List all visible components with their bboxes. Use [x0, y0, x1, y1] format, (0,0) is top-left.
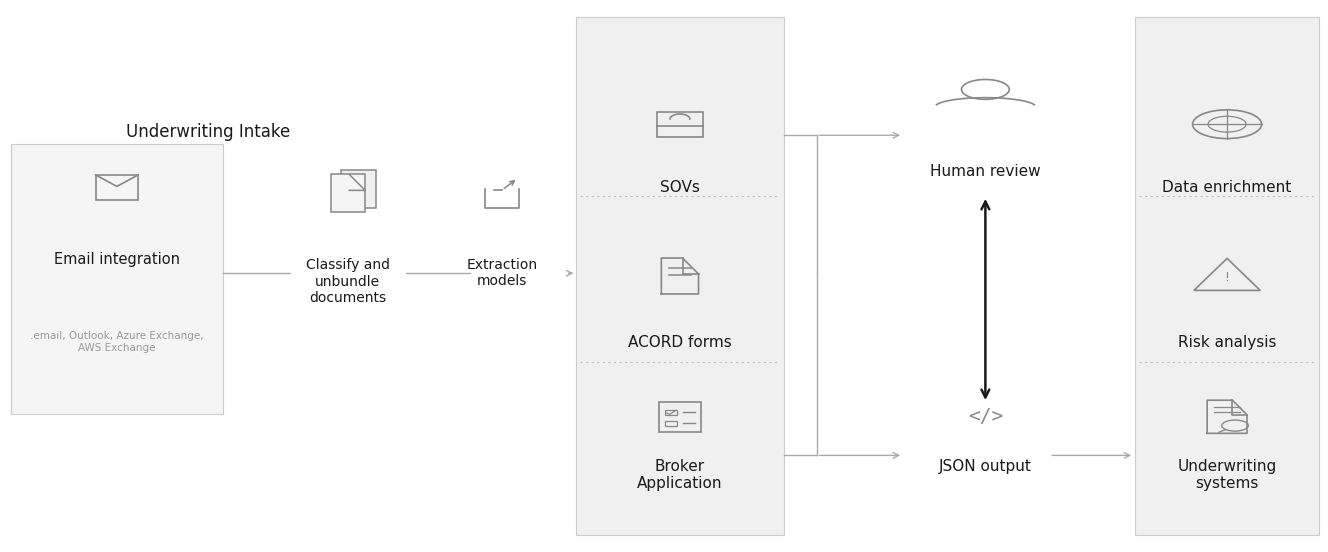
FancyBboxPatch shape: [576, 17, 784, 535]
Text: Broker
Application: Broker Application: [637, 459, 722, 491]
Bar: [665, 410, 677, 415]
Bar: [96, 175, 138, 200]
Text: SOVs: SOVs: [660, 180, 700, 195]
Text: .email, Outlook, Azure Exchange,
AWS Exchange: .email, Outlook, Azure Exchange, AWS Exc…: [31, 331, 203, 353]
FancyBboxPatch shape: [1135, 17, 1319, 535]
Bar: [665, 421, 677, 426]
Bar: [331, 174, 365, 212]
Text: Extraction
models: Extraction models: [466, 258, 538, 288]
Text: Underwriting Intake: Underwriting Intake: [126, 124, 291, 141]
Text: JSON output: JSON output: [939, 459, 1032, 474]
Bar: [659, 402, 701, 432]
Bar: [657, 112, 703, 136]
Text: Human review: Human review: [930, 163, 1041, 179]
Text: Underwriting
systems: Underwriting systems: [1178, 459, 1276, 491]
Text: Data enrichment: Data enrichment: [1162, 180, 1292, 195]
FancyBboxPatch shape: [11, 144, 223, 414]
Text: Risk analysis: Risk analysis: [1178, 335, 1276, 350]
Text: Email integration: Email integration: [54, 252, 179, 267]
Text: ACORD forms: ACORD forms: [628, 335, 732, 350]
Text: </>: </>: [968, 407, 1003, 426]
Text: !: !: [1224, 270, 1230, 284]
Text: Classify and
unbundle
documents: Classify and unbundle documents: [305, 258, 390, 305]
Bar: [341, 170, 376, 208]
